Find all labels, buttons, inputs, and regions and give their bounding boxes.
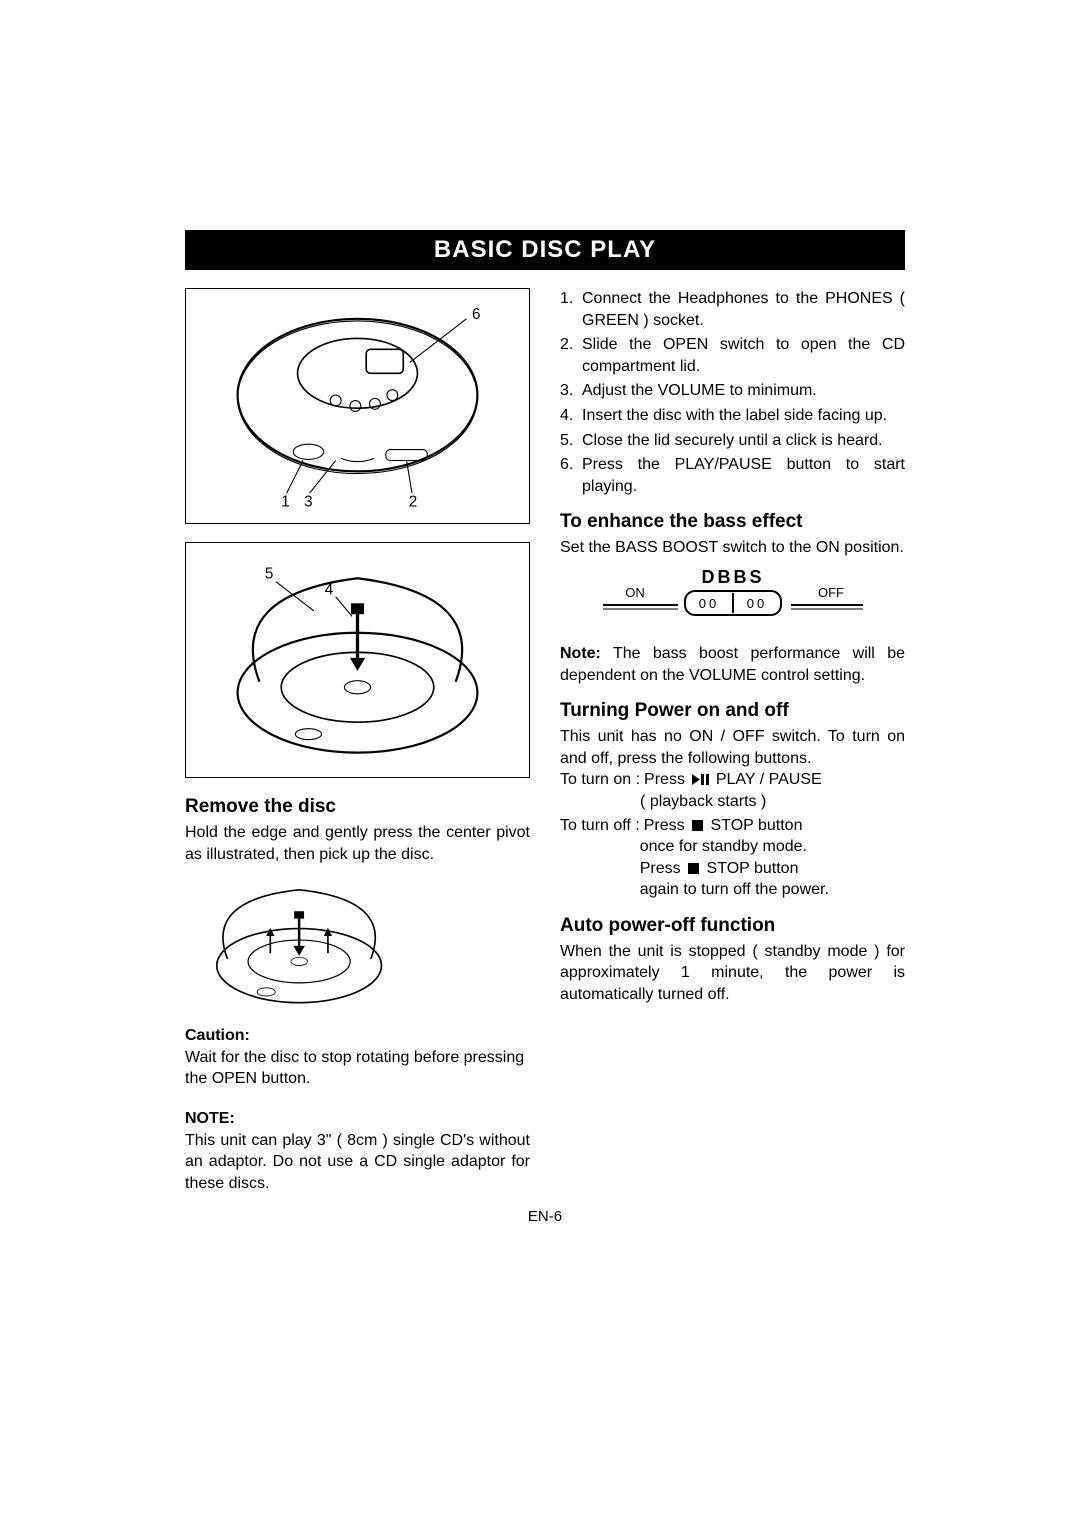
figure-player-top: 6 1 3 2: [185, 288, 530, 524]
power-intro: This unit has no ON / OFF switch. To tur…: [560, 726, 905, 769]
page-title: BASIC DISC PLAY: [185, 230, 905, 270]
turn-off-block: To turn off : Press STOP button To turn …: [560, 815, 905, 901]
step-5: 5.Close the lid securely until a click i…: [560, 430, 905, 452]
label-3: 3: [304, 493, 312, 510]
player-open-svg: 5 4: [194, 551, 521, 769]
turn-on-sub: ( playback starts ): [640, 791, 905, 813]
step-4: 4.Insert the disc with the label side fa…: [560, 405, 905, 427]
turn-off-body2: Press STOP button: [640, 858, 905, 880]
figure-player-open: 5 4: [185, 542, 530, 778]
turn-on-block: To turn on : Press PLAY / PAUSE To turn …: [560, 769, 905, 812]
label-6: 6: [472, 306, 480, 323]
figure-dbbs-switch: DBBS ON OFF 00 00: [560, 567, 905, 627]
stop-icon: [691, 819, 704, 832]
step-6: 6.Press the PLAY/PAUSE button to start p…: [560, 454, 905, 497]
caution-block: Caution: Wait for the disc to stop rotat…: [185, 1025, 530, 1090]
caution-text: Wait for the disc to stop rotating befor…: [185, 1049, 524, 1088]
auto-text: When the unit is stopped ( standby mode …: [560, 941, 905, 1006]
svg-text:00: 00: [746, 596, 766, 611]
bass-note-text: The bass boost performance will be depen…: [560, 645, 905, 684]
turn-off-label: To turn off :: [560, 815, 640, 837]
left-column: 6 1 3 2: [185, 288, 530, 1194]
step-2: 2.Slide the OPEN switch to open the CD c…: [560, 334, 905, 377]
figure-remove-disc: [185, 875, 530, 1015]
bass-note: Note: The bass boost performance will be…: [560, 643, 905, 686]
bass-heading: To enhance the bass effect: [560, 511, 905, 533]
dbbs-on: ON: [625, 585, 645, 600]
turn-on-label: To turn on :: [560, 769, 640, 791]
right-column: 1.Connect the Headphones to the PHONES (…: [560, 288, 905, 1194]
power-heading: Turning Power on and off: [560, 700, 905, 722]
label-1: 1: [281, 493, 289, 510]
step-3: 3.Adjust the VOLUME to minimum.: [560, 380, 905, 402]
label-2: 2: [409, 493, 417, 510]
remove-disc-heading: Remove the disc: [185, 796, 530, 818]
bass-text: Set the BASS BOOST switch to the ON posi…: [560, 537, 905, 559]
label-4: 4: [325, 582, 334, 599]
dbbs-label: DBBS: [701, 567, 764, 587]
bass-note-label: Note:: [560, 645, 601, 662]
remove-disc-text: Hold the edge and gently press the cente…: [185, 822, 530, 865]
stop-icon: [687, 862, 700, 875]
setup-steps: 1.Connect the Headphones to the PHONES (…: [560, 288, 905, 497]
note-text: This unit can play 3" ( 8cm ) single CD'…: [185, 1130, 530, 1195]
content-columns: 6 1 3 2: [185, 288, 905, 1194]
note-label: NOTE:: [185, 1110, 235, 1127]
step-1: 1.Connect the Headphones to the PHONES (…: [560, 288, 905, 331]
auto-heading: Auto power-off function: [560, 915, 905, 937]
manual-page: BASIC DISC PLAY: [185, 230, 905, 1225]
note-block: NOTE: This unit can play 3" ( 8cm ) sing…: [185, 1108, 530, 1194]
svg-text:00: 00: [698, 596, 718, 611]
dbbs-off: OFF: [818, 585, 844, 600]
play-pause-icon: [691, 773, 709, 786]
player-top-svg: 6 1 3 2: [194, 297, 521, 515]
turn-on-body: Press PLAY / PAUSE: [640, 769, 905, 791]
turn-off-body1: Press STOP button: [640, 815, 905, 837]
remove-disc-svg: [185, 875, 405, 1015]
caution-label: Caution:: [185, 1027, 250, 1044]
label-5: 5: [265, 565, 273, 582]
dbbs-svg: DBBS ON OFF 00 00: [593, 567, 873, 627]
page-footer: EN-6: [185, 1208, 905, 1225]
